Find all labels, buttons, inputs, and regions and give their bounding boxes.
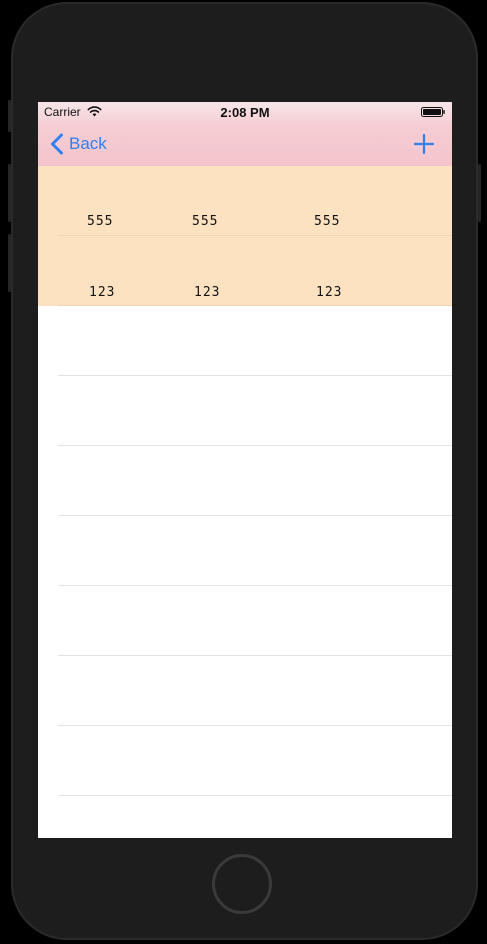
carrier-label: Carrier	[44, 105, 81, 119]
row-separator	[58, 445, 452, 446]
back-label: Back	[69, 134, 107, 153]
row-separator	[58, 725, 452, 726]
table-view: 555 555 555 123 123 123	[38, 166, 452, 838]
chevron-left-icon	[51, 133, 63, 155]
cell-value: 123	[194, 285, 221, 300]
screen: Carrier 2:08 PM Back	[38, 102, 452, 838]
top-bar: Carrier 2:08 PM Back	[38, 102, 452, 166]
volume-up-button	[8, 164, 11, 222]
table-row[interactable]	[38, 446, 452, 516]
table-row[interactable]	[38, 796, 452, 838]
table-row[interactable]: 555 555 555	[38, 166, 452, 236]
navigation-bar: Back	[38, 122, 452, 166]
table-row[interactable]	[38, 306, 452, 376]
table-row[interactable]	[38, 376, 452, 446]
row-separator	[58, 515, 452, 516]
cell-value: 555	[87, 214, 114, 229]
plus-icon[interactable]	[412, 132, 436, 156]
wifi-icon	[87, 106, 102, 117]
table-row[interactable]	[38, 586, 452, 656]
battery-icon	[421, 107, 445, 117]
row-separator	[58, 305, 452, 306]
table-row[interactable]	[38, 656, 452, 726]
mute-switch	[8, 100, 11, 132]
power-button	[478, 164, 481, 222]
status-time: 2:08 PM	[220, 105, 270, 120]
table-row[interactable]: 123 123 123	[38, 236, 452, 306]
table-row[interactable]	[38, 726, 452, 796]
back-button[interactable]: Back	[50, 132, 107, 156]
cell-value: 123	[89, 285, 116, 300]
cell-value: 555	[192, 214, 219, 229]
home-button[interactable]	[212, 854, 272, 914]
volume-down-button	[8, 234, 11, 292]
cell-value: 555	[314, 214, 341, 229]
row-separator	[58, 235, 452, 236]
row-separator	[58, 795, 452, 796]
row-separator	[58, 585, 452, 586]
status-bar: Carrier 2:08 PM	[38, 102, 452, 122]
cell-value: 123	[316, 285, 343, 300]
table-row[interactable]	[38, 516, 452, 586]
row-separator	[58, 375, 452, 376]
row-separator	[58, 655, 452, 656]
